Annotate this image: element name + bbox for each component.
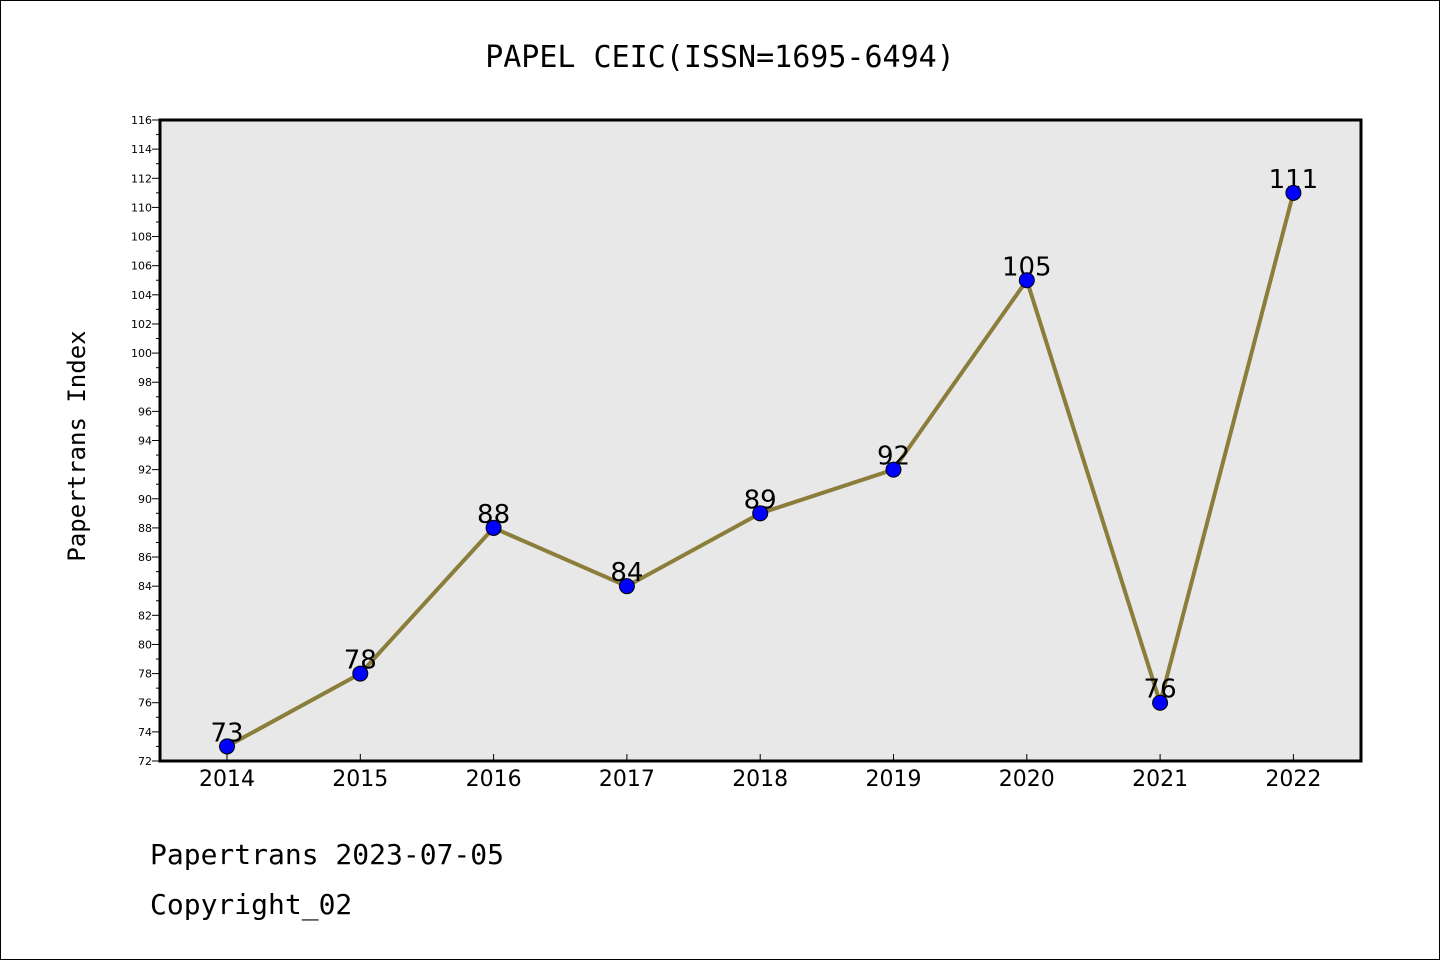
y-tick-label: 104	[131, 289, 152, 302]
x-tick-label: 2021	[1132, 767, 1188, 792]
y-tick-label: 116	[131, 114, 152, 127]
y-tick-label: 110	[131, 201, 152, 214]
x-tick-label: 2015	[332, 767, 388, 792]
y-tick-label: 108	[131, 231, 152, 244]
y-tick-label: 114	[131, 143, 152, 156]
x-tick-label: 2014	[199, 767, 255, 792]
y-tick-label: 74	[138, 726, 152, 739]
y-tick-label: 112	[131, 172, 152, 185]
y-tick-label: 82	[138, 609, 152, 622]
data-point-marker	[1152, 694, 1169, 711]
footer-date: Papertrans 2023-07-05	[150, 838, 504, 871]
y-tick-label: 92	[138, 464, 152, 477]
y-tick-label: 72	[138, 755, 152, 768]
x-tick-label: 2017	[599, 767, 655, 792]
y-tick-label: 98	[138, 376, 152, 389]
y-tick-label: 102	[131, 318, 152, 331]
data-point-marker	[752, 505, 769, 522]
markers-group	[219, 184, 1302, 755]
data-point-marker	[352, 665, 369, 682]
data-point-marker	[885, 461, 902, 478]
x-tick-label: 2016	[466, 767, 522, 792]
y-axis-ticks: 72 74 76 78 80 82 84 86 88 90 92 94 96 98 100 102 104 106…	[131, 114, 160, 768]
y-tick-label: 100	[131, 347, 152, 360]
y-tick-label: 88	[138, 522, 152, 535]
data-point-marker	[1285, 184, 1302, 201]
x-tick-label: 2022	[1265, 767, 1321, 792]
y-tick-label: 90	[138, 493, 152, 506]
plot-area	[160, 120, 1361, 761]
y-tick-label: 86	[138, 551, 152, 564]
y-tick-label: 94	[138, 435, 152, 448]
footer-copyright: Copyright_02	[150, 888, 352, 922]
data-point-marker	[219, 738, 235, 755]
y-tick-label: 76	[138, 697, 152, 710]
y-axis-label: Papertrans Index	[63, 330, 91, 561]
y-tick-label: 78	[138, 668, 152, 681]
x-tick-label: 2020	[999, 767, 1055, 792]
chart-title: PAPEL CEIC(ISSN=1695-6494)	[485, 40, 955, 75]
y-tick-label: 80	[138, 638, 152, 651]
x-tick-label: 2018	[732, 767, 788, 792]
x-tick-label: 2019	[866, 767, 922, 792]
y-tick-label: 84	[138, 580, 152, 593]
y-tick-label: 106	[131, 260, 152, 273]
x-axis-ticks: 2014 2015 2016 2017 2018 2019 2020 2021 2022	[199, 754, 1321, 792]
y-tick-label: 96	[138, 405, 152, 418]
data-point-marker	[485, 519, 502, 536]
data-point-marker	[1018, 272, 1035, 289]
data-point-marker	[618, 578, 635, 595]
plot-border	[158, 118, 1363, 763]
